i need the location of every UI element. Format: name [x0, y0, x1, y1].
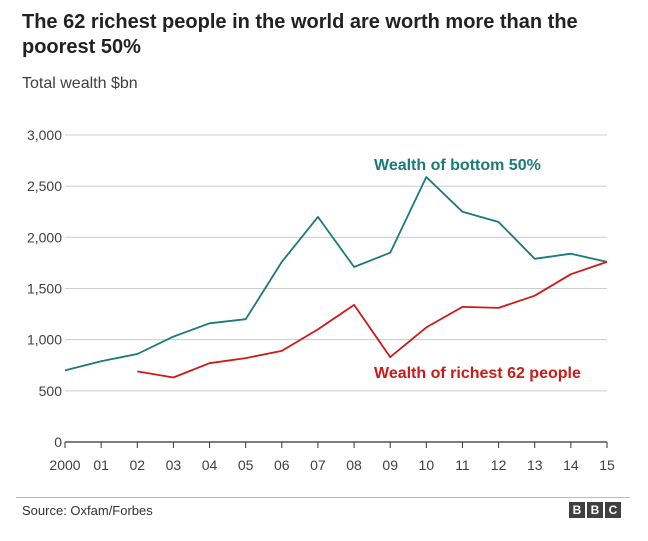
y-tick-label: 2,500 [27, 178, 62, 194]
x-tick-label: 10 [419, 457, 435, 473]
bbc-logo: B B C [569, 502, 621, 518]
chart-title: The 62 richest people in the world are w… [22, 11, 578, 58]
bbc-logo-letter: B [569, 502, 585, 518]
y-tick-label: 500 [39, 383, 63, 399]
x-tick-label: 06 [274, 457, 290, 473]
x-tick-label: 14 [563, 457, 579, 473]
y-tick-label: 3,000 [27, 127, 62, 143]
x-tick-label: 2000 [49, 457, 80, 473]
x-tick-label: 13 [527, 457, 543, 473]
series-label-richest-62: Wealth of richest 62 people [374, 365, 581, 382]
x-tick-label: 11 [455, 457, 470, 473]
y-axis-label: Total wealth $bn [22, 75, 138, 92]
y-tick-label: 1,000 [27, 332, 62, 348]
x-tick-label: 09 [382, 457, 398, 473]
bbc-logo-letter: B [587, 502, 603, 518]
series-line-bottom-50 [64, 176, 608, 372]
bbc-logo-letter: C [605, 502, 621, 518]
x-tick-label: 05 [238, 457, 254, 473]
y-tick-label: 1,500 [27, 281, 62, 297]
x-tick-label: 08 [346, 457, 362, 473]
series-line-richest-62 [137, 261, 608, 379]
x-tick-label: 01 [93, 457, 109, 473]
x-tick-label: 03 [166, 457, 182, 473]
x-tick-label: 15 [599, 457, 615, 473]
x-tick-label: 07 [310, 457, 326, 473]
x-tick-label: 04 [202, 457, 218, 473]
footer-divider [16, 497, 630, 498]
y-tick-label: 2,000 [27, 229, 62, 245]
x-tick-label: 12 [491, 457, 507, 473]
source-note: Source: Oxfam/Forbes [22, 503, 153, 518]
series-label-bottom-50: Wealth of bottom 50% [374, 157, 541, 174]
x-tick-label: 02 [129, 457, 145, 473]
y-tick-label: 0 [54, 434, 62, 450]
